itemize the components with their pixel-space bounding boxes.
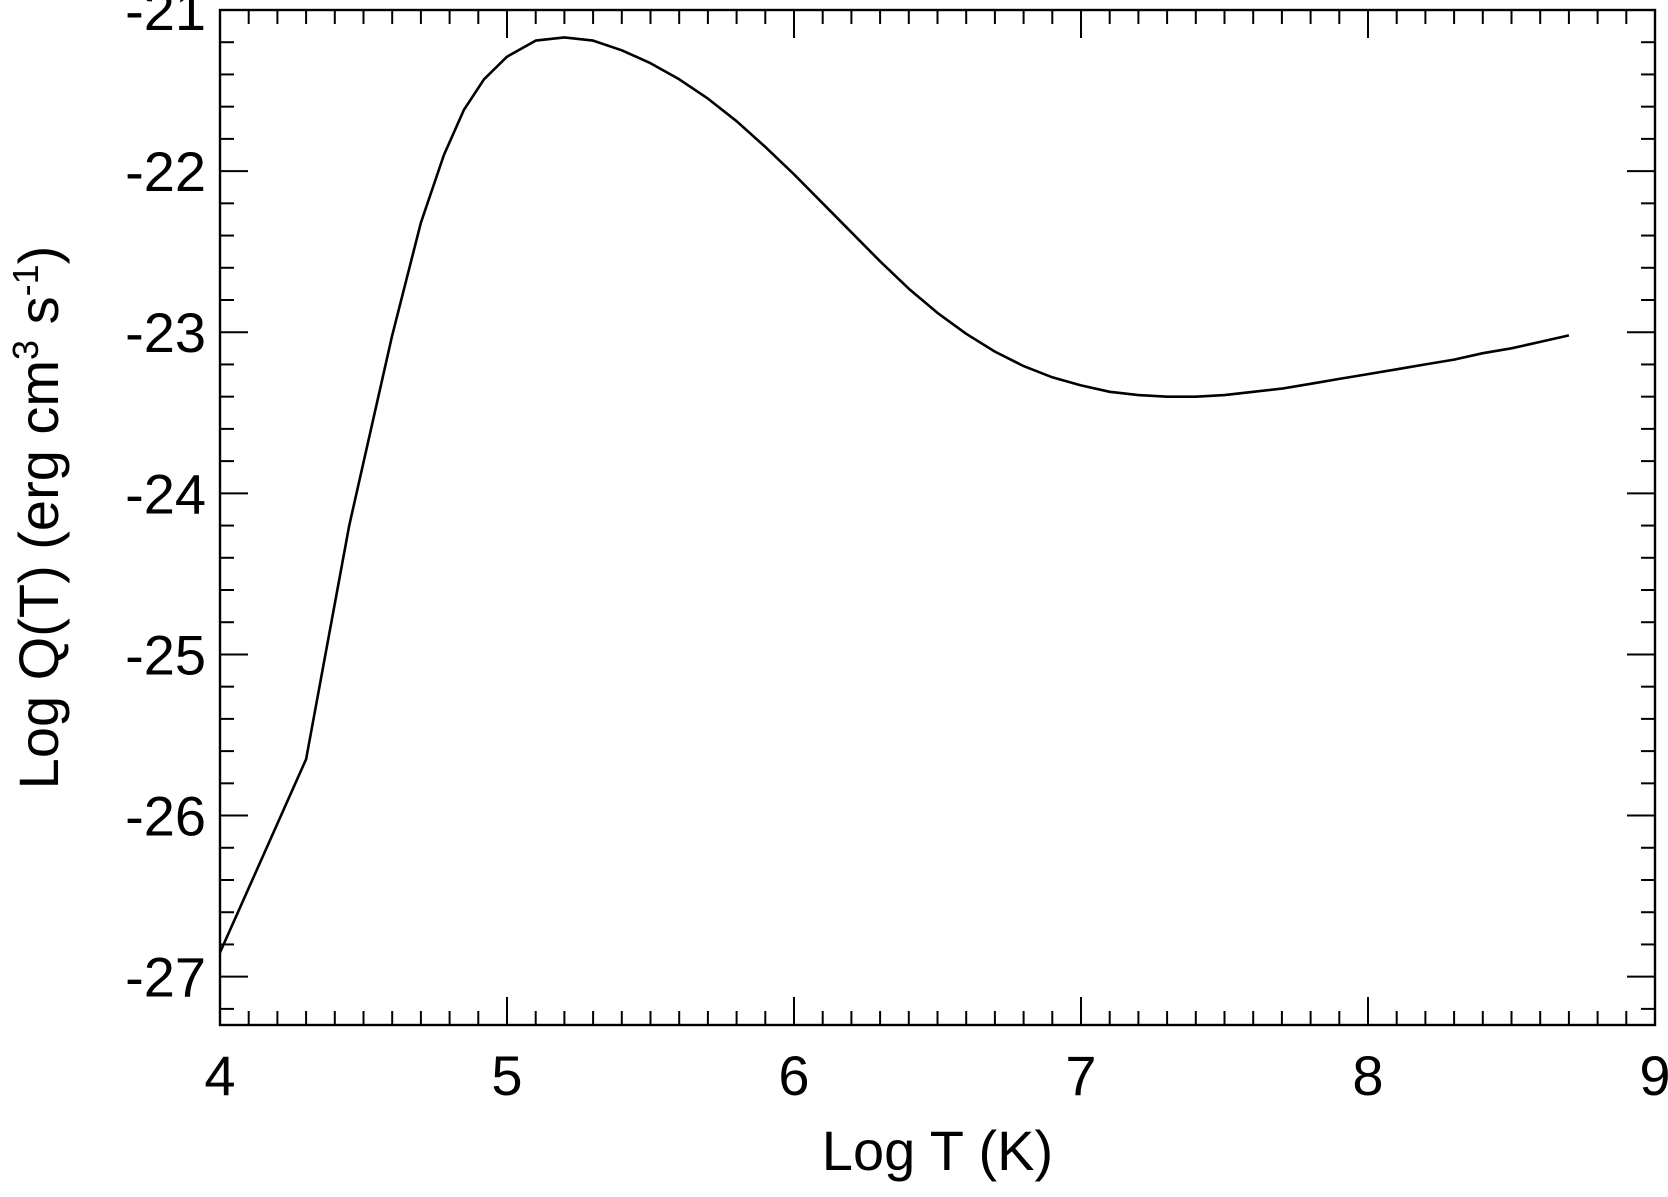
plot-frame (218, 8, 1657, 1027)
x-tick-label: 5 (491, 1044, 522, 1107)
y-tick-label: -24 (125, 462, 206, 525)
x-tick-label: 9 (1639, 1044, 1668, 1107)
y-tick-label: -26 (125, 785, 206, 848)
x-tick-label: 6 (778, 1044, 809, 1107)
y-tick-label: -22 (125, 140, 206, 203)
cooling-curve-line (218, 36, 1570, 954)
x-tick-label: 7 (1065, 1044, 1096, 1107)
axis-tick-labels: 4 5 6 7 8 9 -21 -22 -23 -24 -25 -26 -27 (125, 0, 1668, 1107)
x-tick-label: 4 (204, 1044, 235, 1107)
y-tick-label: -23 (125, 301, 206, 364)
x-tick-label: 8 (1352, 1044, 1383, 1107)
y-axis-title-mid: s (7, 296, 70, 340)
y-axis-title-sup2: -1 (5, 264, 46, 296)
y-axis-title-end: ) (7, 246, 70, 265)
y-tick-label: -27 (125, 946, 206, 1009)
y-axis-title-sup1: 3 (5, 340, 46, 360)
y-axis-title-text: Log Q(T) (erg cm (7, 360, 70, 789)
y-tick-label: -25 (125, 623, 206, 686)
y-axis-title: Log Q(T) (erg cm3 s-1) (5, 246, 71, 790)
y-tick-label: -21 (125, 0, 206, 42)
x-axis-title: Log T (K) (822, 1119, 1053, 1182)
